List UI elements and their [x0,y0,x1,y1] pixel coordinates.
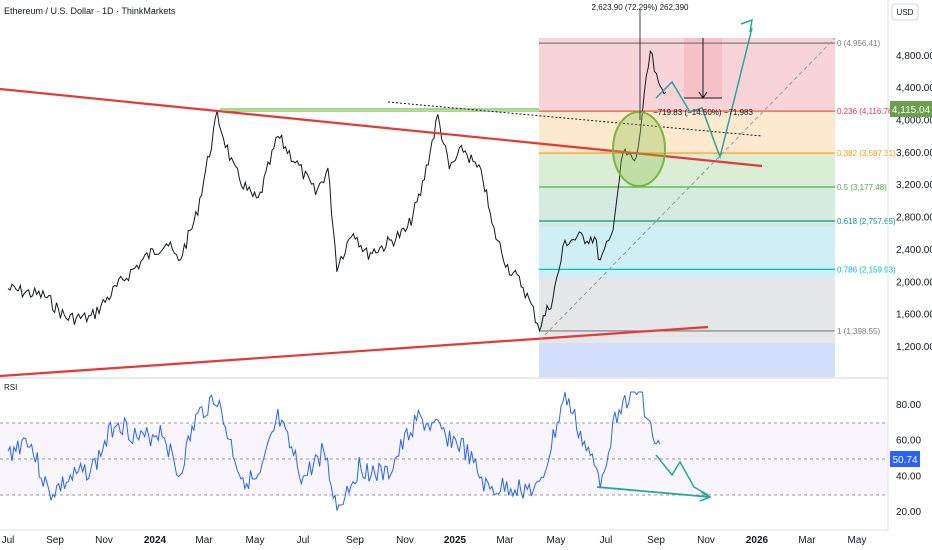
price-tick-6: 2,400.00 [896,245,932,256]
rsi-divergence-arrowhead [699,491,712,502]
time-axis[interactable]: Jul Sep Nov 2024 Mar May Jul Sep Nov 2025 Mar May Ju… [2,535,867,546]
current-price-badge [890,101,932,117]
rsi-series [7,391,661,511]
price-tick-4: 3,200.00 [896,180,932,191]
price-series [7,49,667,333]
time-tick-6: Jul [297,535,310,546]
projection-path [655,27,753,160]
current-rsi-label: 50.74 [892,455,917,466]
rsi-divergence-line [596,486,711,498]
chart-title: Ethereum / U.S. Dollar · 1D · ThinkMarke… [4,6,176,16]
time-tick-10: Mar [496,535,514,546]
price-axis[interactable]: 4,800.00 4,400.00 4,000.00 3,600.00 3,200.00… [896,51,932,353]
fib-label-5: 0.786 (2,159.93) [837,265,896,274]
fib-band-0-0236 [539,38,835,109]
projection-arrowhead [740,18,753,33]
fib-label-6: 1 (1,398.55) [837,327,880,336]
highlight-ellipse [612,111,666,187]
currency-button[interactable] [891,3,919,21]
fib-lines [220,42,835,332]
rsi-tick-3: 20.00 [896,507,921,518]
rsi-tick-0: 80.00 [896,400,921,411]
fib-label-4: 0.618 (2,757.65) [837,217,896,226]
time-tick-9: 2025 [444,535,467,546]
time-tick-12: Jul [600,535,613,546]
dotted-trendline [387,101,763,137]
rsi-tick-2: 40.00 [896,471,921,482]
fib-band-0236-0382 [539,109,835,154]
current-price-label: 4,115.04 [892,105,931,116]
time-tick-8: Nov [396,535,414,546]
descending-trendline [0,87,763,168]
time-tick-5: May [246,535,265,546]
time-tick-2: Nov [95,535,113,546]
fib-label-0: 0 (4,956.41) [837,39,880,48]
diagonal-guide [539,37,836,341]
fib-label-2: 0.382 (3,597.31) [837,149,896,158]
rsi-line [7,391,661,511]
fib-band-0618-0786 [539,227,835,278]
rsi-tick-1: 60.00 [896,436,921,447]
fib-band-0382-05 [539,154,835,190]
rsi-axis[interactable]: 80.00 60.00 40.00 20.00 [896,400,921,518]
price-tick-2: 4,000.00 [896,116,932,127]
time-tick-0: Jul [2,535,15,546]
measure-annotation: −719.83 (−14.50%) −71,983 [653,108,753,117]
time-tick-1: Sep [46,535,64,546]
fib-label-3: 0.5 (3,177.48) [837,183,887,192]
fib-label-1: 0.236 (4,116.76) [837,107,895,116]
price-tick-0: 4,800.00 [896,51,932,62]
fib-labels: 0 (4,956.41) 0.236 (4,116.76) 0.382 (3,597… [837,39,896,336]
price-tick-7: 2,000.00 [896,277,932,288]
time-tick-11: May [547,535,566,546]
peak-annotation: 2,623.90 (72.29%) 262,390 [592,3,690,12]
rsi-pane [0,391,888,511]
rsi-projection [655,454,709,496]
time-tick-7: Sep [346,535,364,546]
time-tick-16: Mar [798,535,816,546]
time-tick-17: May [848,535,867,546]
time-tick-3: 2024 [144,535,167,546]
time-tick-13: Sep [647,535,665,546]
price-line [7,49,667,333]
fib-band-below-1 [539,343,835,377]
rsi-title: RSI [4,383,17,392]
price-tick-1: 4,400.00 [896,83,932,94]
price-tick-8: 1,600.00 [896,310,932,321]
time-tick-4: Mar [195,535,213,546]
fib-bands [539,38,835,377]
price-tick-9: 1,200.00 [896,342,932,353]
currency-label: USD [897,8,914,17]
current-rsi-badge [890,451,920,467]
time-tick-15: 2026 [746,535,769,546]
price-tick-5: 2,800.00 [896,213,932,224]
price-tick-3: 3,600.00 [896,148,932,159]
ascending-trendline [0,325,709,378]
time-tick-14: Nov [697,535,715,546]
fib-band-0786-1 [539,278,835,343]
